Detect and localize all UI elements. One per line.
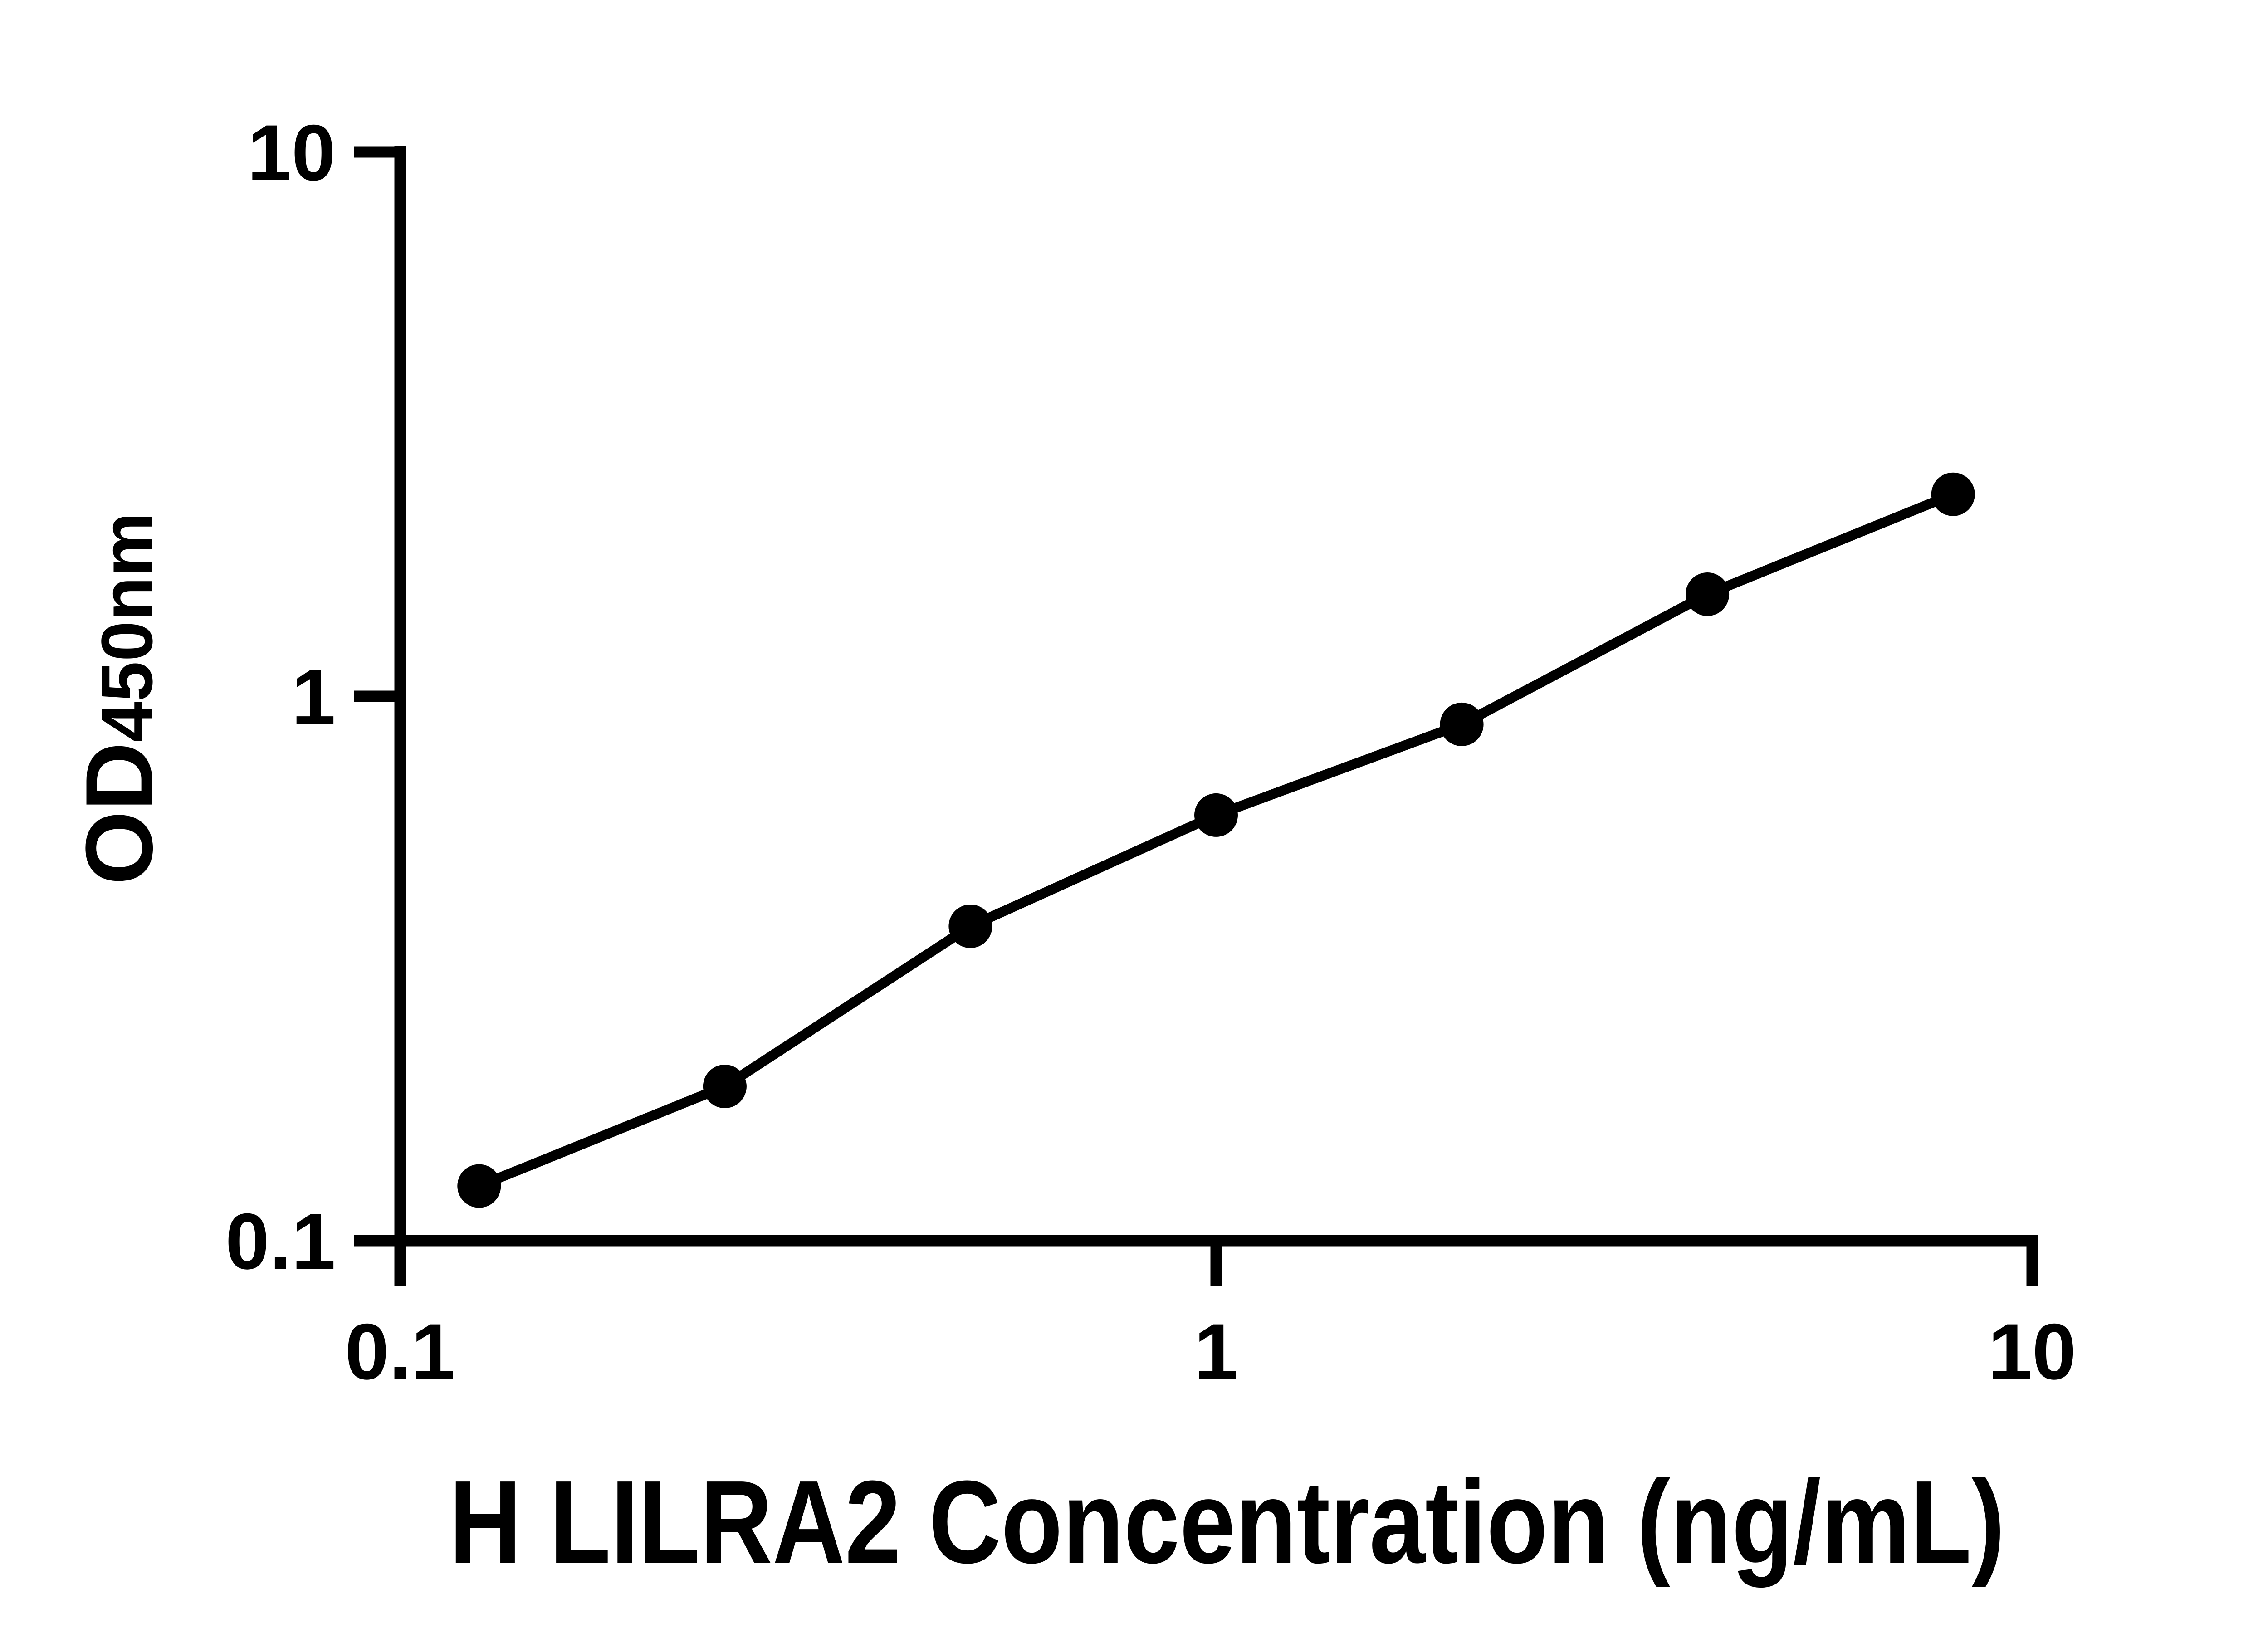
y-axis-ticks: 0.1 1 10 [225,109,406,1286]
data-series [457,472,1975,1208]
y-axis-title-subscript: 450nm [86,512,167,742]
data-point [1931,472,1975,516]
data-point [457,1164,501,1208]
y-tick-label: 0.1 [225,1198,336,1286]
data-point [948,905,992,948]
y-axis-title: OD450nm [66,512,172,885]
x-tick-label: 0.1 [345,1308,455,1396]
y-tick-label: 1 [292,653,336,742]
x-tick-label: 1 [1194,1308,1238,1396]
curve-line [474,489,1958,1191]
x-axis-title: H LILRA2 Concentration (ng/mL) [449,1457,2005,1589]
data-point [1686,572,1730,616]
y-tick-label: 10 [247,109,336,197]
data-point [703,1065,747,1108]
x-axis-ticks: 0.1 1 10 [345,1235,2076,1396]
data-point [1194,793,1238,837]
x-tick-label: 10 [1988,1308,2077,1396]
y-axis-title-main: OD [66,742,172,885]
data-point [1440,702,1484,746]
axes [354,146,2038,1286]
